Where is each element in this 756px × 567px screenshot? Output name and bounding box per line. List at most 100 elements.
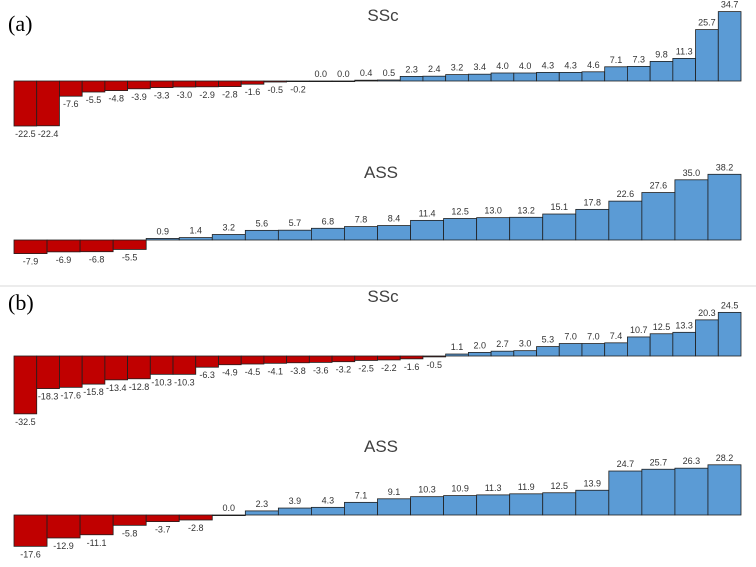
- bar-a-ssc-30: [695, 29, 719, 82]
- data-label-a-ass-17: 17.8: [584, 197, 602, 207]
- bar-b-ssc-0: [13, 355, 38, 415]
- bar-b-ass-4: [145, 514, 180, 522]
- bar-a-ssc-25: [581, 71, 606, 82]
- bar-a-ssc-8: [195, 80, 219, 88]
- data-label-a-ssc-7: -3.0: [177, 90, 193, 100]
- bar-a-ssc-1: [36, 80, 60, 127]
- data-label-b-ssc-13: -3.6: [313, 365, 329, 375]
- bar-b-ass-10: [344, 501, 378, 516]
- chart-a-ass-title: ASS: [364, 163, 398, 182]
- bar-a-ass-15: [509, 216, 544, 241]
- bar-b-ssc-20: [467, 352, 492, 357]
- bar-a-ass-11: [377, 225, 411, 241]
- bar-b-ass-18: [608, 470, 643, 516]
- data-label-b-ass-14: 11.3: [485, 483, 502, 493]
- data-label-b-ssc-8: -6.3: [199, 370, 215, 380]
- chart-b-ass-title: ASS: [364, 437, 398, 456]
- bar-b-ssc-10: [240, 355, 265, 365]
- data-label-a-ssc-16: 0.5: [383, 68, 396, 78]
- data-label-a-ssc-8: -2.9: [199, 90, 215, 100]
- chart-a-ssc: -22.5 -22.4 -7.6 -5.5 -4.8 -3.9 -3.3 -3.0 -2.9 -2…: [13, 0, 742, 139]
- bar-a-ass-17: [575, 208, 610, 241]
- bar-a-ass-20: [674, 179, 709, 241]
- bar-a-ass-0: [13, 239, 48, 254]
- data-label-a-ass-5: 1.4: [189, 226, 202, 236]
- bar-b-ssc-12: [286, 355, 310, 364]
- bar-b-ssc-15: [354, 355, 378, 361]
- data-label-a-ssc-19: 3.2: [451, 63, 464, 73]
- data-label-b-ass-16: 12.5: [550, 481, 568, 491]
- data-label-b-ssc-29: 13.3: [675, 320, 693, 330]
- bar-b-ssc-14: [331, 355, 356, 363]
- data-label-b-ass-15: 11.9: [518, 482, 535, 492]
- data-label-b-ssc-21: 2.7: [496, 339, 509, 349]
- bar-b-ssc-22: [513, 350, 537, 357]
- data-label-a-ssc-9: -2.8: [222, 90, 238, 100]
- bar-b-ass-20: [674, 467, 709, 516]
- bar-a-ssc-5: [127, 80, 151, 90]
- bar-b-ssc-24: [558, 343, 583, 357]
- chart-b-ssc: -32.5-18.3 -17.6 -15.8 -13.4 -12.8 -10.3 -10.3…: [13, 300, 742, 427]
- data-label-a-ssc-21: 4.0: [496, 61, 509, 71]
- data-label-a-ssc-29: 11.3: [676, 46, 693, 56]
- bar-b-ssc-5: [127, 355, 151, 380]
- data-label-b-ssc-31: 24.5: [721, 300, 739, 310]
- bar-b-ass-21: [707, 464, 742, 516]
- bar-b-ssc-3: [81, 355, 106, 385]
- bar-a-ssc-18: [422, 75, 447, 82]
- data-label-b-ssc-28: 12.5: [653, 322, 671, 332]
- bar-a-ssc-15: [354, 79, 378, 82]
- data-label-a-ass-13: 12.5: [451, 207, 469, 217]
- bar-b-ssc-28: [649, 333, 674, 357]
- bar-a-ass-12: [410, 219, 444, 241]
- data-label-a-ass-10: 7.8: [355, 215, 368, 225]
- bar-b-ssc-21: [490, 350, 515, 357]
- bar-a-ass-16: [542, 213, 577, 241]
- bar-b-ssc-8: [195, 355, 219, 368]
- data-label-a-ssc-26: 7.1: [610, 55, 623, 65]
- bar-b-ssc-9: [218, 355, 242, 366]
- bar-a-ssc-31: [717, 11, 742, 82]
- data-label-b-ass-0: -17.6: [20, 549, 41, 559]
- data-label-b-ass-19: 25.7: [650, 457, 668, 467]
- bar-a-ass-14: [476, 217, 511, 241]
- bar-b-ass-7: [244, 510, 279, 516]
- data-label-a-ass-16: 15.1: [550, 202, 568, 212]
- bar-b-ass-8: [277, 507, 312, 516]
- bar-a-ass-2: [79, 239, 114, 253]
- data-label-b-ssc-15: -2.5: [358, 363, 374, 373]
- data-label-b-ssc-20: 2.0: [473, 340, 486, 350]
- data-label-a-ssc-31: 34.7: [721, 0, 739, 10]
- bar-a-ssc-6: [149, 80, 174, 88]
- bar-a-ssc-2: [59, 80, 83, 97]
- bar-b-ass-1: [46, 514, 81, 539]
- data-label-b-ssc-14: -3.2: [336, 365, 352, 375]
- bar-a-ass-7: [244, 229, 279, 241]
- bar-b-ass-13: [443, 495, 478, 516]
- data-label-a-ass-8: 5.7: [289, 218, 302, 228]
- data-label-b-ass-6: 0.0: [223, 503, 236, 513]
- data-label-b-ssc-0: -32.5: [15, 417, 36, 427]
- data-label-b-ssc-24: 7.0: [564, 332, 577, 342]
- chart-a-ass: -7.9 -6.9 -6.8 -5.5 0.9 1.4 3.2 5.6 5.7 6.8 7.8 8.4…: [13, 162, 742, 267]
- data-label-a-ssc-22: 4.0: [519, 61, 532, 71]
- bar-b-ssc-4: [104, 355, 128, 381]
- data-label-b-ssc-3: -15.8: [83, 387, 104, 397]
- data-label-a-ssc-4: -4.8: [108, 94, 124, 104]
- bar-b-ssc-13: [308, 355, 333, 363]
- data-label-b-ssc-30: 20.3: [698, 308, 716, 318]
- bar-a-ssc-24: [558, 72, 583, 82]
- bar-b-ssc-19: [445, 353, 469, 357]
- data-label-a-ssc-2: -7.6: [63, 99, 79, 109]
- data-label-a-ass-12: 11.4: [419, 208, 436, 218]
- data-label-a-ass-19: 27.6: [650, 181, 668, 191]
- bar-a-ssc-10: [240, 80, 265, 85]
- bar-b-ass-12: [410, 496, 444, 516]
- data-label-b-ass-8: 3.9: [289, 496, 302, 506]
- panel-label-a: (a): [8, 11, 32, 36]
- data-label-a-ass-3: -5.5: [122, 252, 138, 262]
- bar-a-ass-13: [443, 218, 478, 241]
- data-label-b-ssc-12: -3.8: [290, 366, 306, 376]
- bar-a-ssc-21: [490, 72, 515, 82]
- data-label-a-ssc-20: 3.4: [473, 62, 486, 72]
